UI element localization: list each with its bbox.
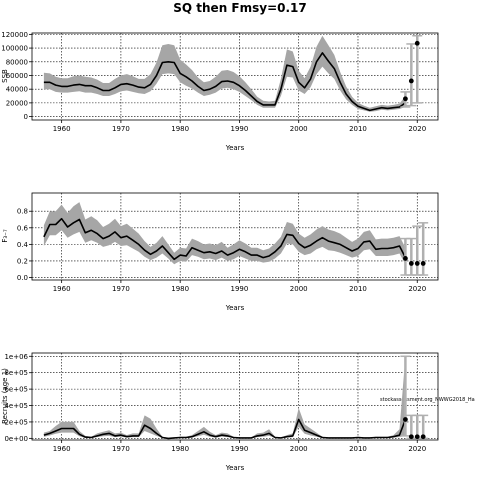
recruits-plot-layer: 1960 1970 1980 1990 2000 2010 2020 0e+00 2e+05 4e… [4,352,439,453]
recruits-xtick-label: 2020 [408,445,426,453]
chart-title: SQ then Fmsy=0.17 [173,1,307,15]
f-confidence-band [43,202,406,265]
ssb-forecast-point [408,78,414,84]
ssb-ytick-label: 40000 [6,86,28,94]
ssb-ytick-label: 120000 [1,31,28,39]
f-xtick-label: 2000 [290,285,308,293]
f-xtick-label: 1970 [112,285,130,293]
f-xtick-label: 2010 [349,285,367,293]
recruits-forecast-point [420,434,426,440]
ssb-forecast-point [403,96,408,102]
f-xtick-label: 1960 [53,285,71,293]
recruits-ytick-label: 8e+05 [4,369,28,377]
f-forecast-point [408,261,414,266]
ssb-ytick-label: 60000 [6,72,28,80]
recruits-xtick-label: 2000 [290,445,308,453]
f-panel: Years F₃₋₇ 1960 1970 1980 1990 2000 2010 2020 0… [1,192,439,312]
recruits-ytick-label: 2e+05 [4,418,28,426]
recruits-xtick-label: 1960 [53,445,71,453]
f-xtick-label: 1980 [171,285,189,293]
ssb-ytick-label: 0 [24,113,28,121]
recruits-xtick-label: 1980 [171,445,189,453]
f-xtick-label: 1990 [231,285,249,293]
ssb-ytick-label: 80000 [6,58,28,66]
recruits-xtick-label: 1990 [231,445,249,453]
ssb-xtick-label: 2020 [408,125,426,133]
ssb-ylabel: SSB [1,69,9,83]
ssb-xtick-label: 2000 [290,125,308,133]
ssb-axes-frame [31,32,439,121]
ssb-xtick-label: 2010 [349,125,367,133]
recruits-panel: Years Recruits (age 1) stockassessment.o… [1,352,475,472]
source-annotation: stockassessment.org_NWWG2018_Ha [380,397,475,403]
ssb-xtick-label: 1970 [112,125,130,133]
ssb-panel: Years SSB 1960 1970 1980 1990 2000 2010 2020 0 2… [1,31,439,152]
f-ytick-label: 0.4 [17,241,29,249]
recruits-forecast-point [403,417,408,422]
ssb-xtick-label: 1960 [53,125,71,133]
f-ytick-label: 0.2 [17,257,28,265]
ssb-xlabel: Years [225,144,245,152]
ssb-forecast-point [414,40,420,46]
f-xtick-label: 2020 [408,285,426,293]
recruits-forecast-point [408,434,414,440]
recruits-ytick-label: 1e+06 [4,353,28,361]
f-forecast-point [420,261,426,266]
f-xlabel: Years [225,304,245,312]
ssb-estimate-line [43,52,406,112]
recruits-xlabel: Years [225,464,245,472]
ssb-confidence-band [43,35,406,112]
ssb-xtick-label: 1990 [231,125,249,133]
f-ylabel: F₃₋₇ [1,229,9,243]
f-forecast-point [403,256,408,261]
recruits-ylabel: Recruits (age 1) [1,368,9,424]
recruits-ytick-label: 6e+05 [4,386,28,394]
ssb-ytick-label: 100000 [1,45,28,53]
ssb-plot-layer: 1960 1970 1980 1990 2000 2010 2020 0 20000 40000 6… [1,31,439,133]
recruits-xtick-label: 2010 [349,445,367,453]
f-ytick-label: 0.0 [17,274,28,282]
f-forecast-point [414,261,420,266]
recruits-axes-frame [31,352,439,441]
f-ytick-label: 0.6 [17,224,29,232]
recruits-xtick-label: 1970 [112,445,130,453]
f-plot-layer: 1960 1970 1980 1990 2000 2010 2020 0.0 0.2 0.4 0.6… [17,192,439,293]
ssb-xtick-label: 1980 [171,125,189,133]
f-axes-frame [31,192,439,281]
ssb-ytick-label: 20000 [6,99,28,107]
recruits-ytick-label: 0e+00 [4,435,28,443]
recruits-estimate-line [43,418,407,440]
recruits-ytick-label: 4e+05 [4,402,28,410]
f-ytick-label: 0.8 [17,208,28,216]
f-estimate-line [43,217,407,261]
recruits-forecast-point [414,434,420,440]
